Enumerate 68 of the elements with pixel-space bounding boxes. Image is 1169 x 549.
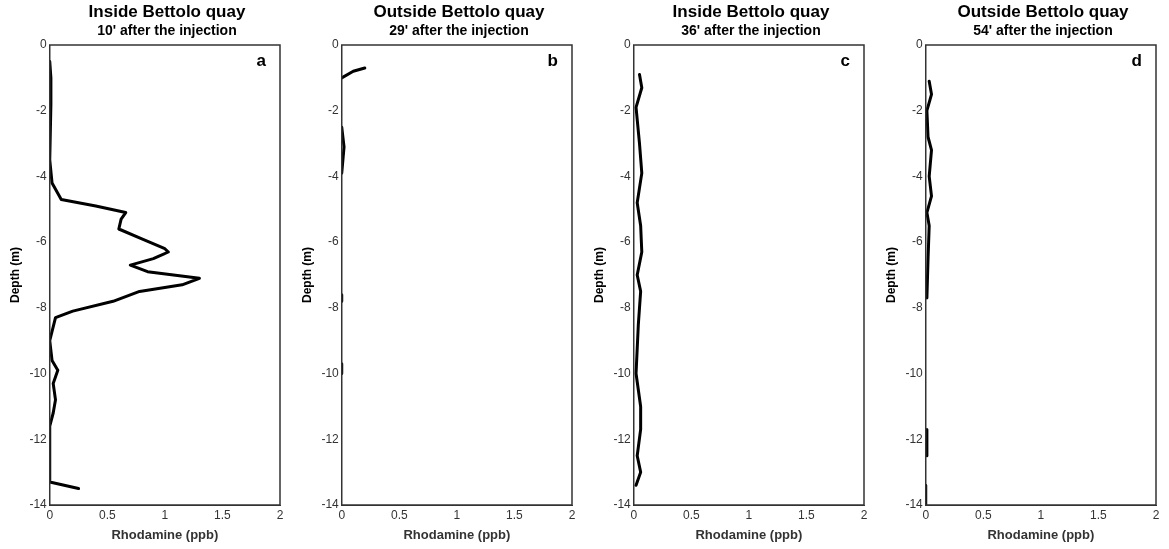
annotation: c xyxy=(840,51,850,71)
y-tick-label: -12 xyxy=(613,431,632,446)
chart-subtitle: 10' after the injection xyxy=(96,22,238,39)
x-tick-label: 0.5 xyxy=(98,507,116,522)
y-tick-label: -12 xyxy=(321,431,340,446)
y-tick-label: -10 xyxy=(613,365,632,380)
x-tick-label: 1.5 xyxy=(506,507,524,522)
y-tick-label: -12 xyxy=(29,431,48,446)
y-tick-label: -8 xyxy=(328,300,340,315)
chart-subtitle: 29' after the injection xyxy=(388,22,530,39)
x-axis-title: Rhodamine (ppb) xyxy=(987,526,1095,542)
x-tick-label: 1.5 xyxy=(1090,507,1108,522)
x-axis-title: Rhodamine (ppb) xyxy=(111,526,219,542)
y-tick-label: -2 xyxy=(912,103,924,118)
chart-title: Outside Bettolo quay xyxy=(372,2,546,22)
y-tick-label: -2 xyxy=(328,103,340,118)
y-tick-label: -10 xyxy=(905,365,924,380)
annotation: d xyxy=(1131,51,1142,71)
y-tick-label: -8 xyxy=(912,300,924,315)
y-tick-label: -4 xyxy=(328,168,340,183)
y-tick-label: -10 xyxy=(321,365,340,380)
y-axis-title: Depth (m) xyxy=(7,247,22,303)
chart-title: Inside Bettolo quay xyxy=(87,2,247,22)
y-axis-title: Depth (m) xyxy=(299,247,314,303)
y-tick-label: -2 xyxy=(620,103,632,118)
chart-subtitle: 54' after the injection xyxy=(972,22,1114,39)
x-tick-label: 2 xyxy=(568,507,576,522)
y-tick-label: -10 xyxy=(29,365,48,380)
x-tick-label: 1 xyxy=(453,507,461,522)
chart-title: Outside Bettolo quay xyxy=(956,2,1130,22)
y-tick-label: 0 xyxy=(40,37,48,52)
y-tick-label: -6 xyxy=(912,234,924,249)
y-tick-label: -14 xyxy=(29,497,48,512)
x-tick-label: 2 xyxy=(276,507,284,522)
x-tick-label: 0.5 xyxy=(390,507,408,522)
x-tick-label: 0.5 xyxy=(974,507,992,522)
chart-title: Inside Bettolo quay xyxy=(671,2,831,22)
y-tick-label: -8 xyxy=(36,300,48,315)
y-tick-label: -4 xyxy=(36,168,48,183)
y-axis-title: Depth (m) xyxy=(883,247,898,303)
y-tick-label: -6 xyxy=(36,234,48,249)
y-tick-label: -14 xyxy=(905,497,924,512)
y-tick-label: 0 xyxy=(916,37,924,52)
y-tick-label: -2 xyxy=(36,103,48,118)
y-tick-label: -8 xyxy=(620,300,632,315)
x-tick-label: 1 xyxy=(745,507,753,522)
y-tick-label: -4 xyxy=(620,168,632,183)
x-tick-label: 1.5 xyxy=(214,507,232,522)
annotation: b xyxy=(547,51,558,71)
annotation: a xyxy=(256,51,267,71)
x-tick-label: 1.5 xyxy=(798,507,816,522)
y-tick-label: 0 xyxy=(624,37,632,52)
y-tick-label: -14 xyxy=(321,497,340,512)
x-tick-label: 2 xyxy=(860,507,868,522)
y-tick-label: -6 xyxy=(328,234,340,249)
x-tick-label: 1 xyxy=(161,507,169,522)
y-tick-label: -14 xyxy=(613,497,632,512)
y-tick-label: -6 xyxy=(620,234,632,249)
y-tick-label: -12 xyxy=(905,431,924,446)
x-axis-title: Rhodamine (ppb) xyxy=(403,526,511,542)
x-tick-label: 2 xyxy=(1152,507,1160,522)
x-axis-title: Rhodamine (ppb) xyxy=(695,526,803,542)
x-tick-label: 0.5 xyxy=(682,507,700,522)
x-tick-label: 1 xyxy=(1037,507,1045,522)
y-tick-label: 0 xyxy=(332,37,340,52)
y-axis-title: Depth (m) xyxy=(591,247,606,303)
chart-subtitle: 36' after the injection xyxy=(680,22,822,39)
y-tick-label: -4 xyxy=(912,168,924,183)
